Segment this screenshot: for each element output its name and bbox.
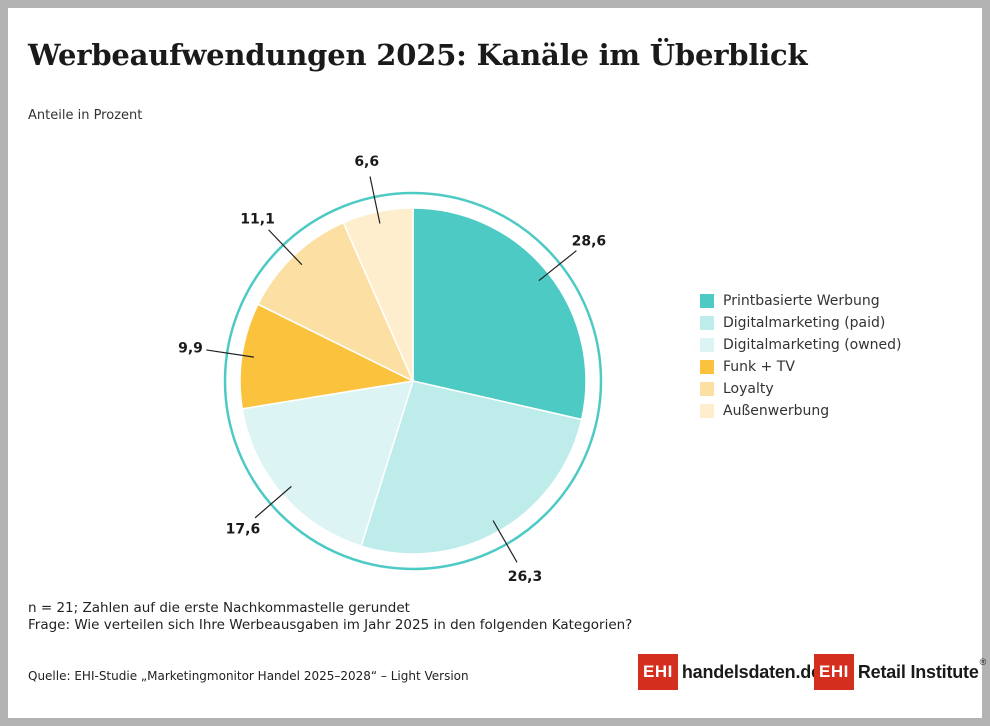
pie-data-label: 26,3 [508, 569, 543, 585]
handelsdaten-logo-text: handelsdaten.de [681, 661, 821, 682]
source-note: Quelle: EHI-Studie „Marketingmonitor Han… [28, 669, 469, 683]
pie-leader-line [268, 229, 303, 266]
legend-swatch [700, 404, 714, 418]
pie-leader-line [206, 349, 254, 358]
legend-label: Loyalty [723, 381, 774, 397]
retail-institute-logo-text: Retail Institute [857, 661, 979, 682]
legend-item: Loyalty [700, 378, 902, 400]
pie-leader-line [492, 520, 518, 563]
legend-label: Printbasierte Werbung [723, 293, 880, 309]
ehi-retail-institute-logo[interactable]: EHI Retail Institute ® [814, 654, 986, 690]
legend-swatch [700, 316, 714, 330]
legend-swatch [700, 382, 714, 396]
legend-item: Funk + TV [700, 356, 902, 378]
legend-label: Digitalmarketing (paid) [723, 315, 886, 331]
registered-mark: ® [979, 657, 987, 667]
pie-leader-line [538, 250, 577, 282]
pie-data-label: 9,9 [178, 341, 203, 357]
ehi-logo-box: EHI [638, 654, 678, 690]
pie-data-label: 17,6 [226, 521, 261, 537]
chart-subtitle: Anteile in Prozent [28, 108, 143, 123]
legend-swatch [700, 338, 714, 352]
legend-swatch [700, 294, 714, 308]
legend-label: Digitalmarketing (owned) [723, 337, 902, 353]
pie-data-label: 6,6 [354, 154, 379, 170]
footnote: n = 21; Zahlen auf die erste Nachkommast… [28, 600, 632, 634]
chart-legend: Printbasierte Werbung Digitalmarketing (p… [700, 290, 902, 422]
legend-item: Digitalmarketing (owned) [700, 334, 902, 356]
legend-item: Printbasierte Werbung [700, 290, 902, 312]
pie-data-label: 28,6 [572, 234, 607, 250]
legend-swatch [700, 360, 714, 374]
ehi-logo-box: EHI [814, 654, 854, 690]
pie-outer-ring [223, 191, 603, 571]
legend-item: Außenwerbung [700, 400, 902, 422]
pie-leader-line [369, 176, 381, 224]
handelsdaten-logo[interactable]: EHI handelsdaten.de [638, 654, 821, 690]
legend-label: Funk + TV [723, 359, 795, 375]
pie-data-label: 11,1 [240, 211, 275, 227]
pie-leader-line [254, 485, 292, 519]
footnote-sample: n = 21; Zahlen auf die erste Nachkommast… [28, 600, 410, 616]
footnote-question: Frage: Wie verteilen sich Ihre Werbeausg… [28, 617, 633, 633]
chart-title: Werbeaufwendungen 2025: Kanäle im Überbl… [28, 38, 808, 72]
legend-item: Digitalmarketing (paid) [700, 312, 902, 334]
legend-label: Außenwerbung [723, 403, 830, 419]
